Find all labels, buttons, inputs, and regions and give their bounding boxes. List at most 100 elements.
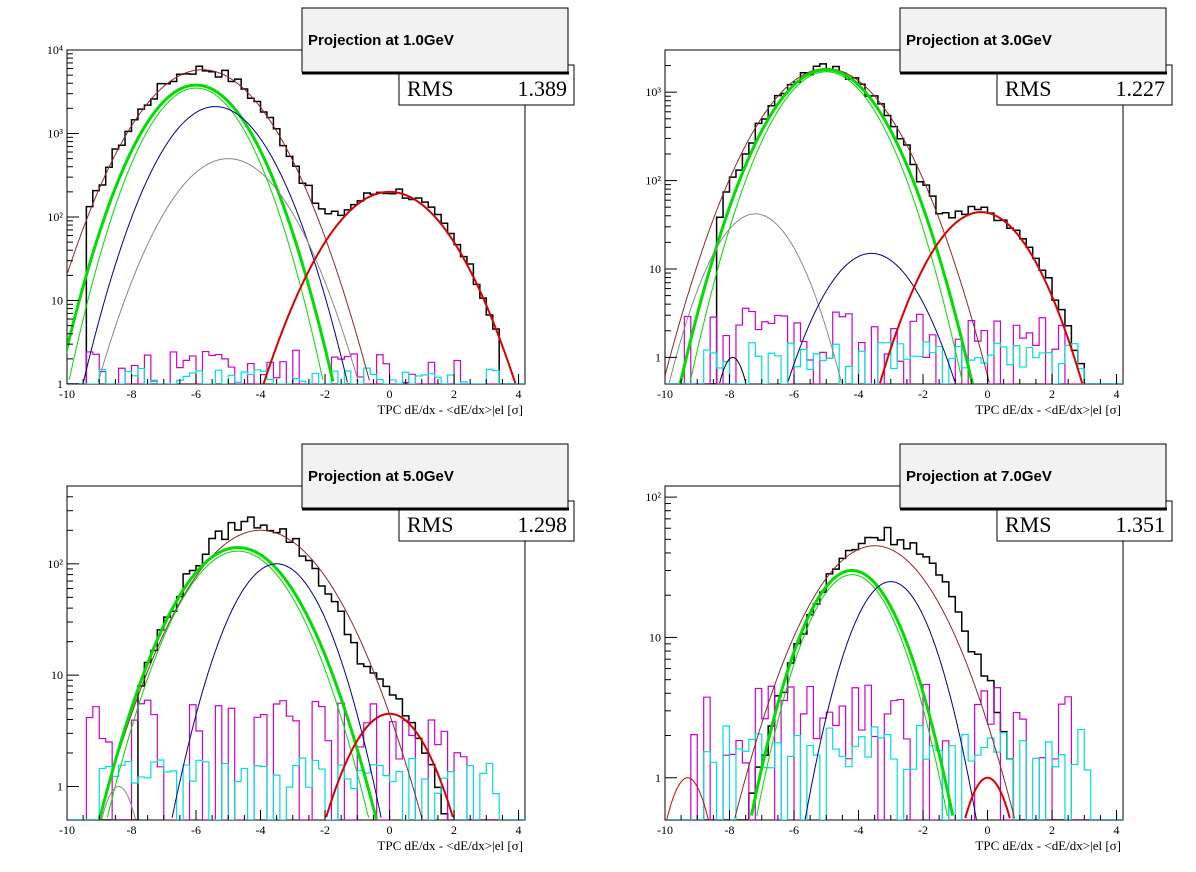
x-tick-label: 4	[516, 823, 522, 837]
chart-panel-1: -10 -8 -6 -4 -2 0 2 4 1 10 10² 10³ 10⁴ TPC dE/dx - <d…	[47, 7, 575, 417]
fit-curve-2	[749, 569, 955, 816]
y-tick-label: 10²	[47, 210, 63, 224]
stats-rms-label: RMS	[1005, 512, 1051, 537]
x-tick-label: -8	[725, 387, 735, 401]
plot-area	[67, 516, 525, 820]
x-tick-label: -4	[256, 823, 266, 837]
fit-curve-4	[171, 563, 382, 818]
y-tick-label: 1	[57, 779, 63, 793]
x-axis-title: TPC dE/dx - <dE/dx>|el [σ]	[377, 402, 523, 417]
x-tick-label: 2	[1049, 387, 1055, 401]
cyan-histogram	[665, 341, 1123, 384]
x-tick-label: 2	[1049, 823, 1055, 837]
x-tick-label: 4	[516, 387, 522, 401]
fit-curve-3	[756, 574, 948, 817]
fit-curve-1	[665, 68, 990, 383]
y-tick-label: 10	[51, 668, 63, 682]
stats-rms-value: 1.227	[1116, 76, 1166, 101]
x-tick-label: -6	[191, 387, 201, 401]
cyan-histogram	[67, 367, 525, 384]
x-tick-label: -4	[256, 387, 266, 401]
data-histogram	[665, 63, 1123, 384]
x-tick-label: 2	[451, 823, 457, 837]
fit-curve-6	[262, 190, 517, 384]
stats-rms-label: RMS	[407, 76, 453, 101]
title-box: Projection at 1.0GeV	[301, 7, 569, 75]
stats-rms-value: 1.298	[518, 512, 568, 537]
y-tick-label: 10	[649, 262, 661, 276]
chart-title: Projection at 5.0GeV	[308, 468, 454, 485]
fit-curve-4	[804, 581, 977, 820]
magenta-histogram	[67, 349, 525, 384]
data-histogram	[67, 65, 525, 384]
x-tick-label: -10	[657, 387, 673, 401]
fit-curve-5	[666, 777, 709, 820]
x-tick-label: 0	[387, 387, 393, 401]
fit-curve-3	[689, 71, 963, 382]
stats-rms-label: RMS	[1005, 76, 1051, 101]
y-tick-label: 10³	[645, 85, 661, 99]
magenta-histogram	[67, 699, 525, 820]
fit-curve-1	[98, 529, 423, 818]
y-tick-label: 10³	[47, 127, 63, 141]
x-tick-label: -10	[657, 823, 673, 837]
fit-curve-1	[734, 545, 1015, 819]
y-tick-label: 1	[655, 771, 661, 785]
title-box: Projection at 3.0GeV	[899, 7, 1167, 75]
chart-panel-4: -10 -8 -6 -4 -2 0 2 4 1 10 10² TPC dE/dx - <dE/dx>|…	[645, 443, 1173, 853]
x-axis-title: TPC dE/dx - <dE/dx>|el [σ]	[975, 402, 1121, 417]
chart-title: Projection at 1.0GeV	[308, 32, 454, 49]
fit-curve-6	[787, 252, 956, 382]
x-axis-title: TPC dE/dx - <dE/dx>|el [σ]	[377, 838, 523, 853]
x-tick-label: 0	[985, 823, 991, 837]
fit-curve-7	[879, 211, 1084, 384]
title-box: Projection at 5.0GeV	[301, 443, 569, 511]
plot-frame	[664, 49, 1124, 385]
plot-area	[665, 526, 1123, 820]
y-tick-label: 1	[655, 350, 661, 364]
y-tick-label: 10	[51, 294, 63, 308]
fit-curve-4	[82, 106, 348, 383]
x-tick-label: -6	[789, 387, 799, 401]
x-tick-label: -8	[725, 823, 735, 837]
x-tick-label: -8	[127, 823, 137, 837]
x-tick-label: 4	[1114, 387, 1120, 401]
fit-curve-3	[68, 87, 324, 380]
fit-curve-5	[101, 786, 136, 820]
fit-curve-1	[67, 69, 370, 381]
stats-rms-value: 1.351	[1116, 512, 1166, 537]
chart-panel-3: -10 -8 -6 -4 -2 0 2 4 1 10 10² TPC dE/dx - <dE/dx>|…	[47, 443, 575, 853]
y-tick-label: 10²	[645, 490, 661, 504]
title-box: Projection at 7.0GeV	[899, 443, 1167, 511]
cyan-histogram	[665, 724, 1123, 820]
x-tick-label: 0	[387, 823, 393, 837]
x-tick-label: -2	[918, 823, 928, 837]
plot-area	[665, 63, 1123, 384]
y-tick-label: 10⁴	[47, 43, 63, 57]
x-tick-label: -4	[854, 823, 864, 837]
y-tick-label: 1	[57, 377, 63, 391]
x-tick-label: 0	[985, 387, 991, 401]
x-tick-label: 4	[1114, 823, 1120, 837]
magenta-histogram	[665, 683, 1123, 820]
fit-curve-3	[106, 550, 370, 818]
fit-curve-2	[678, 68, 974, 384]
fit-curve-2	[67, 83, 335, 382]
x-tick-label: -8	[127, 387, 137, 401]
x-tick-label: 2	[451, 387, 457, 401]
stats-rms-value: 1.389	[518, 76, 568, 101]
fit-curve-2	[98, 545, 378, 820]
x-axis-title: TPC dE/dx - <dE/dx>|el [σ]	[975, 838, 1121, 853]
y-tick-label: 10²	[47, 557, 63, 571]
data-histogram	[67, 516, 525, 820]
x-tick-label: -4	[854, 387, 864, 401]
x-tick-label: -10	[59, 823, 75, 837]
x-tick-label: -2	[320, 387, 330, 401]
y-tick-label: 10	[649, 630, 661, 644]
fit-curve-6	[964, 776, 1011, 819]
y-tick-label: 10²	[645, 174, 661, 188]
x-tick-label: -2	[918, 387, 928, 401]
cyan-histogram	[67, 757, 525, 820]
x-tick-label: -10	[59, 387, 75, 401]
chart-panel-2: -10 -8 -6 -4 -2 0 2 4 1 10 10² 10³ TPC dE/dx - <dE/d…	[645, 7, 1173, 417]
